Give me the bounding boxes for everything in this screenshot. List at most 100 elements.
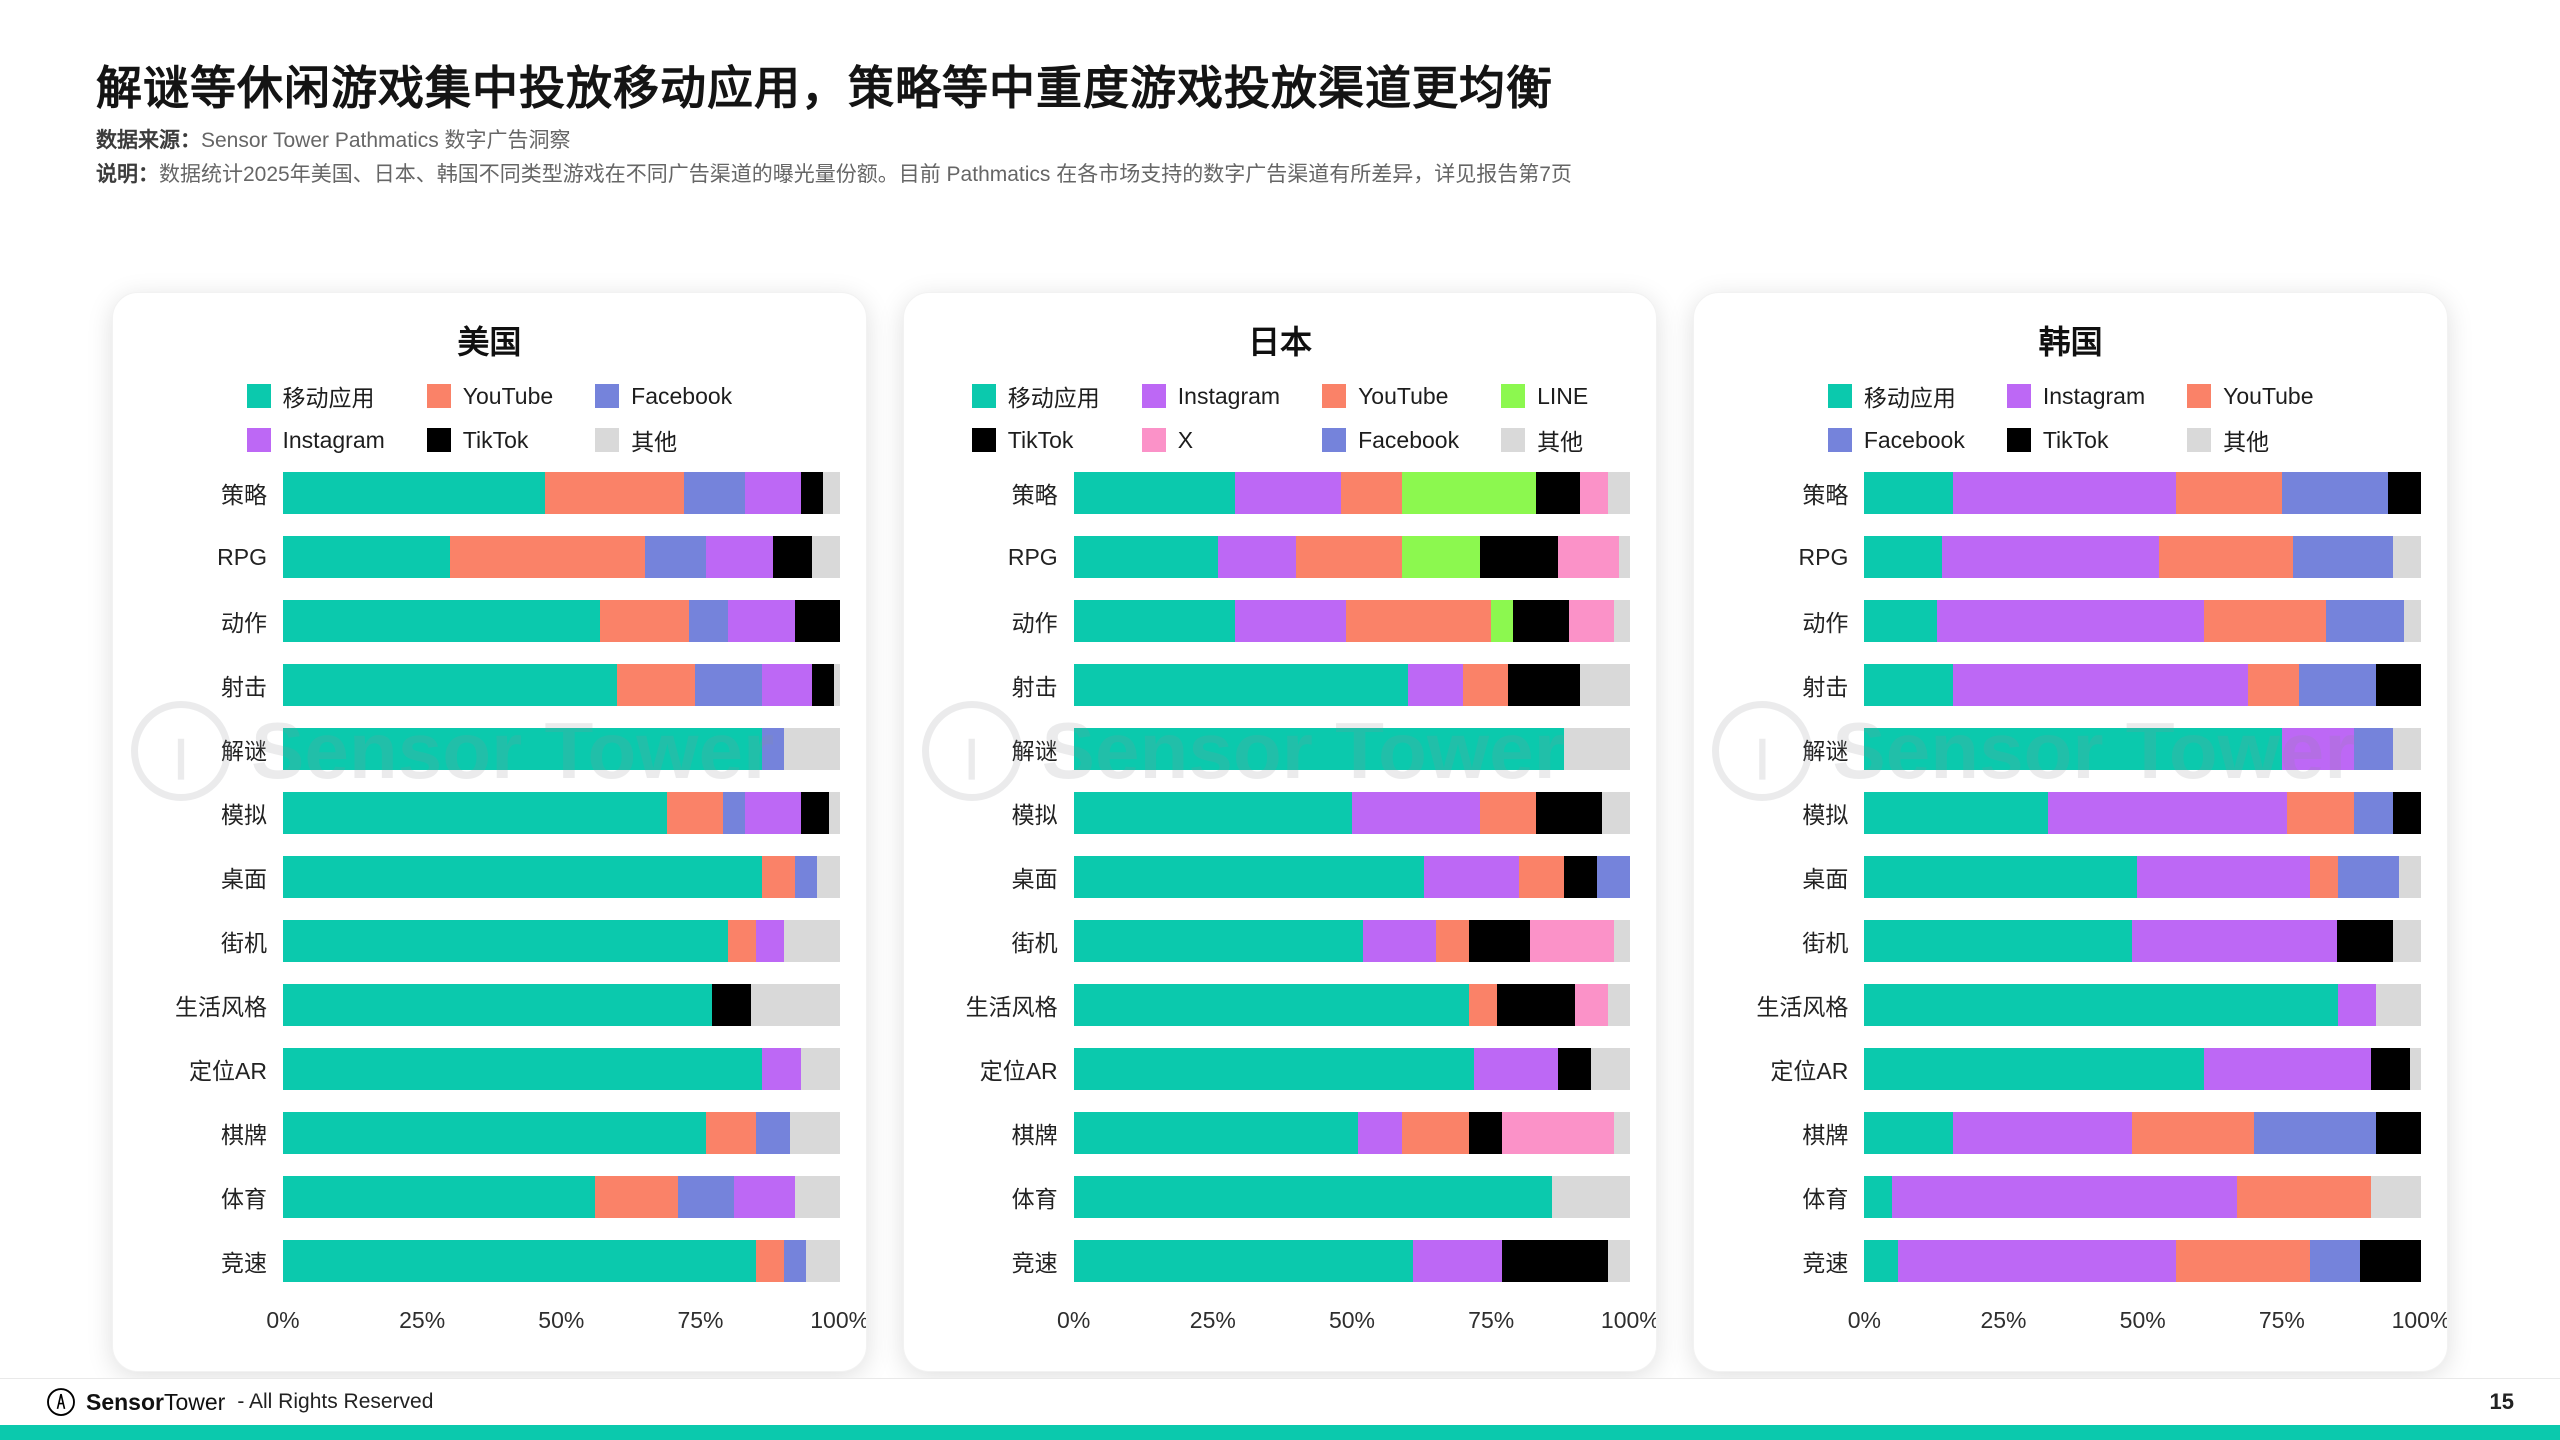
bar-segment <box>1563 728 1631 770</box>
bar-segment <box>756 1240 784 1282</box>
legend-item: 其他 <box>2187 423 2313 457</box>
bar-row: RPG <box>139 525 840 589</box>
bar-segment <box>2281 472 2388 514</box>
bar-segment <box>1591 1048 1631 1090</box>
bar-segment <box>450 536 645 578</box>
bar-segment <box>283 984 712 1026</box>
rights-text: - All Rights Reserved <box>237 1390 434 1413</box>
bar-track <box>1073 536 1631 578</box>
bar-row: 模拟 <box>930 781 1631 845</box>
page-number: 15 <box>2489 1389 2514 1414</box>
bar-track <box>1864 792 2421 834</box>
bar-segment <box>761 664 812 706</box>
bar-segment <box>1864 1048 2204 1090</box>
bar-segment <box>1402 1112 1469 1154</box>
bar-row: 射击 <box>1720 653 2421 717</box>
bar-segment <box>795 1176 840 1218</box>
category-label: 定位AR <box>1770 1058 1849 1084</box>
bar-segment <box>2309 1240 2360 1282</box>
bar-row: 策略 <box>139 461 840 525</box>
bar-segment <box>2159 536 2293 578</box>
legend-swatch-icon <box>1141 428 1166 452</box>
bar-row: 竞速 <box>930 1229 1631 1293</box>
bar-segment <box>750 984 840 1026</box>
bar-segment <box>1864 1240 1898 1282</box>
x-axis-tick: 100% <box>2391 1307 2449 1333</box>
x-axis-tick: 75% <box>1468 1307 1515 1333</box>
bar-track <box>283 1112 840 1154</box>
bar-segment <box>283 664 617 706</box>
legend-swatch-icon <box>2006 384 2031 408</box>
category-label: 解谜 <box>1802 738 1849 764</box>
x-axis: 0% 25% 50% 75% 100% <box>1848 1297 2447 1339</box>
bar-segment <box>1563 856 1597 898</box>
bar-segment <box>600 600 690 642</box>
bar-segment <box>728 920 757 962</box>
bar-segment <box>283 1112 707 1154</box>
bar-segment <box>1530 920 1614 962</box>
bar-segment <box>800 1048 840 1090</box>
chart-title-usa: 美国 <box>457 324 522 360</box>
bar-segment <box>1864 664 1954 706</box>
bar-segment <box>1602 792 1631 834</box>
data-source-line: 数据来源：Sensor Tower Pathmatics 数字广告洞察 <box>96 124 1572 158</box>
bar-segment <box>683 472 745 514</box>
bar-segment <box>1468 984 1497 1026</box>
bar-segment <box>1557 536 1620 578</box>
bar-segment <box>1936 600 2204 642</box>
bar-segment <box>1435 920 1469 962</box>
bar-segment <box>1574 984 1609 1026</box>
chart-card-japan: 日本 移动应用 Instagram YouTube LINE TikTok X Facebo… <box>902 292 1658 1372</box>
category-label: 竞速 <box>1011 1250 1058 1276</box>
bar-row: 桌面 <box>930 845 1631 909</box>
bar-segment <box>1073 1240 1414 1282</box>
bar-row: RPG <box>1720 525 2421 589</box>
bar-segment <box>2370 1176 2421 1218</box>
category-label: RPG <box>1798 543 1849 570</box>
category-label: 桌面 <box>1011 866 1058 892</box>
legend-swatch-icon <box>246 384 271 408</box>
bar-segment <box>1557 1048 1592 1090</box>
bar-segment <box>800 472 823 514</box>
category-label: 生活风格 <box>1756 994 1849 1020</box>
x-axis-tick: 50% <box>2119 1307 2166 1333</box>
chart-title-korea: 韩国 <box>2038 324 2103 360</box>
legend-label: Instagram <box>282 426 385 453</box>
category-label: 解谜 <box>221 738 267 764</box>
bar-row: 解谜 <box>139 717 840 781</box>
bar-segment <box>283 536 450 578</box>
bar-segment <box>2359 1240 2421 1282</box>
bar-row: 解谜 <box>930 717 1631 781</box>
bar-segment <box>783 920 840 962</box>
note-text: 数据统计2025年美国、日本、韩国不同类型游戏在不同广告渠道的曝光量份额。目前 … <box>159 163 1572 186</box>
bar-segment <box>822 472 840 514</box>
bar-segment <box>722 792 746 834</box>
bar-segment <box>1613 600 1631 642</box>
bar-row: 模拟 <box>1720 781 2421 845</box>
category-label: 动作 <box>1011 610 1058 636</box>
bar-track <box>283 600 840 642</box>
bar-segment <box>772 536 812 578</box>
brand-tower: Tower <box>163 1388 226 1415</box>
category-label: 射击 <box>1011 674 1058 700</box>
bar-segment <box>2281 728 2355 770</box>
bar-segment <box>1864 792 2049 834</box>
bar-segment <box>1352 792 1481 834</box>
bar-segment <box>1073 856 1425 898</box>
legend-item: 移动应用 <box>1827 379 1965 413</box>
bar-track <box>1864 984 2421 1026</box>
bar-row: 体育 <box>930 1165 1631 1229</box>
legend-label: Facebook <box>631 382 733 409</box>
bar-segment <box>806 1240 840 1282</box>
legend-item: 其他 <box>595 423 732 457</box>
x-axis-tick: 25% <box>1980 1307 2027 1333</box>
bar-row: 模拟 <box>139 781 840 845</box>
category-label: 动作 <box>1802 610 1849 636</box>
category-label: 体育 <box>1011 1186 1058 1212</box>
bar-track <box>1073 856 1631 898</box>
category-label: 定位AR <box>189 1058 267 1084</box>
bar-segment <box>2376 984 2421 1026</box>
legend-swatch-icon <box>2187 384 2212 408</box>
bar-segment <box>1073 792 1352 834</box>
bar-segment <box>1480 536 1558 578</box>
